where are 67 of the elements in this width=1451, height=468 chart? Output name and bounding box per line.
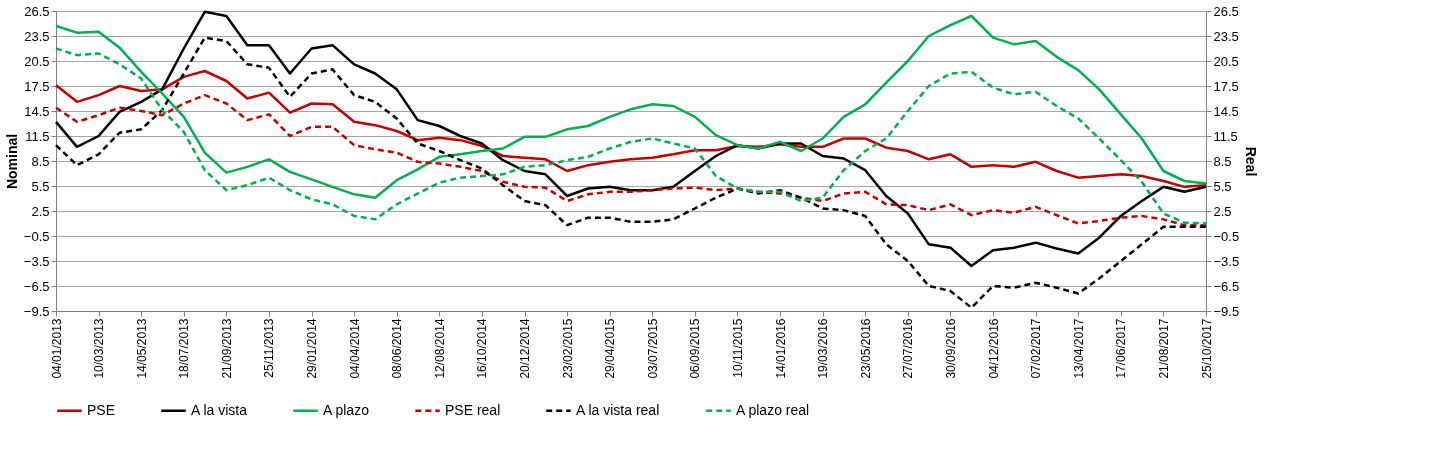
y-tick-label: 8.5	[31, 153, 50, 169]
y-tick-label: 26.5	[24, 3, 50, 19]
x-tick-label: 27/07/2016	[901, 318, 916, 379]
y2-tick-label: 20.5	[1213, 53, 1239, 69]
line-series	[54, 47, 1208, 225]
x-tick-label: 04/04/2014	[347, 318, 362, 379]
x-tick-label: 25/10/2017	[1199, 318, 1214, 379]
y2-tick-label: 14.5	[1213, 103, 1239, 119]
line-series	[54, 69, 1208, 189]
y-tick-label: −3.5	[23, 253, 50, 269]
x-tick-label: 29/04/2015	[603, 318, 618, 379]
legend-label: A plazo	[323, 401, 370, 418]
x-tick-label: 04/01/2013	[49, 318, 64, 379]
x-tick-label: 21/08/2017	[1156, 318, 1171, 379]
x-tick-label: 23/02/2015	[560, 318, 575, 379]
legend-label: A plazo real	[736, 401, 810, 418]
y-tick-label: 17.5	[24, 78, 50, 94]
y-tick-label: −6.5	[23, 278, 50, 294]
y2-tick-label: 17.5	[1213, 78, 1239, 94]
line-series	[54, 14, 1208, 199]
legend-label: PSE real	[445, 401, 501, 418]
x-tick-label: 20/12/2014	[518, 318, 533, 379]
y2-tick-label: 5.5	[1213, 178, 1232, 194]
y-tick-label: −9.5	[23, 303, 50, 319]
x-tick-label: 14/05/2013	[134, 318, 149, 379]
x-tick-label: 14/01/2016	[773, 318, 788, 379]
y2-tick-label: 2.5	[1213, 203, 1232, 219]
y-axis-title: Nominal	[3, 133, 20, 190]
x-tick-label: 19/03/2016	[816, 318, 831, 379]
y-tick-label: −0.5	[23, 228, 50, 244]
line-series	[54, 10, 1208, 268]
legend-label: A la vista	[191, 401, 248, 418]
line-series	[54, 93, 1208, 227]
y2-axis-title: Real	[1243, 146, 1260, 177]
legend-label: A la vista real	[576, 401, 660, 418]
y2-tick-label: 8.5	[1213, 153, 1232, 169]
x-tick-label: 03/07/2015	[645, 318, 660, 379]
y-tick-label: 5.5	[31, 178, 50, 194]
x-tick-label: 17/06/2017	[1114, 318, 1129, 379]
y2-tick-label: −6.5	[1213, 278, 1240, 294]
y2-tick-label: 23.5	[1213, 28, 1239, 44]
x-tick-label: 18/07/2013	[177, 318, 192, 379]
y2-tick-label: −0.5	[1213, 228, 1240, 244]
y2-tick-label: 26.5	[1213, 3, 1239, 19]
y-tick-label: 11.5	[25, 128, 50, 144]
x-tick-label: 23/05/2016	[858, 318, 873, 379]
x-tick-label: 29/01/2014	[305, 318, 320, 379]
x-tick-label: 08/06/2014	[390, 318, 405, 379]
y-tick-label: 23.5	[24, 28, 50, 44]
x-tick-label: 10/03/2013	[92, 318, 107, 379]
y-tick-label: 20.5	[24, 53, 50, 69]
y2-tick-label: −9.5	[1213, 303, 1240, 319]
y-tick-label: 2.5	[31, 203, 50, 219]
x-tick-label: 25/11/2013	[262, 318, 277, 378]
y2-tick-label: −3.5	[1213, 253, 1240, 269]
x-tick-label: 06/09/2015	[688, 318, 703, 379]
x-tick-label: 04/12/2016	[986, 318, 1001, 379]
y2-tick-label: 11.5	[1213, 128, 1238, 144]
x-tick-label: 13/04/2017	[1071, 318, 1086, 379]
x-tick-label: 07/02/2017	[1029, 318, 1044, 379]
y-tick-label: 14.5	[24, 103, 50, 119]
x-tick-label: 12/08/2014	[432, 318, 447, 379]
x-tick-label: 10/11/2015	[730, 318, 745, 378]
legend-label: PSE	[87, 401, 116, 418]
x-tick-label: 21/09/2013	[219, 318, 234, 379]
x-tick-label: 30/09/2016	[943, 318, 958, 379]
x-tick-label: 16/10/2014	[475, 318, 490, 379]
